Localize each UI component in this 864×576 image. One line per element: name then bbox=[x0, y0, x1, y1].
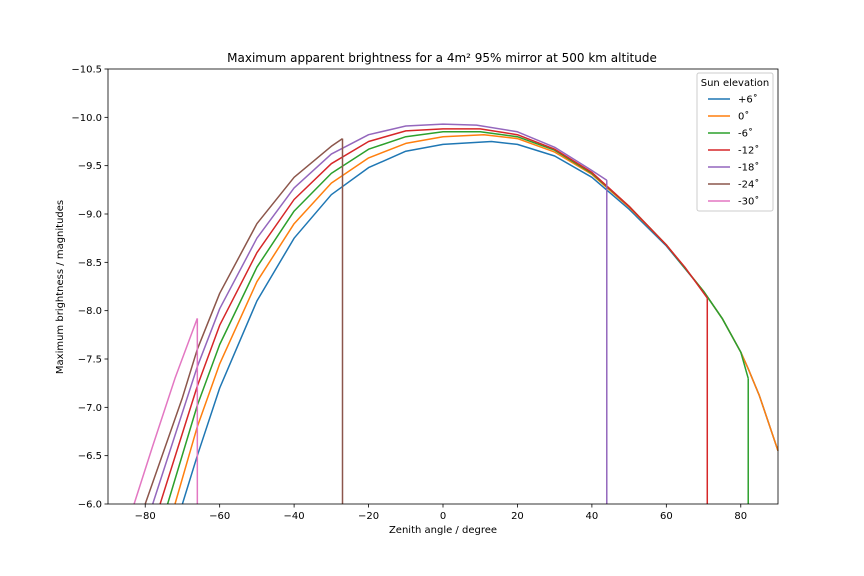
x-tick-label: 80 bbox=[734, 511, 747, 522]
x-tick-label: 20 bbox=[511, 511, 524, 522]
legend-title: Sun elevation bbox=[701, 78, 770, 89]
x-tick-label: 0 bbox=[440, 511, 446, 522]
x-tick-label: 60 bbox=[660, 511, 673, 522]
plot-frame bbox=[107, 68, 779, 505]
legend-box bbox=[696, 72, 774, 212]
series-line-1 bbox=[174, 133, 779, 505]
x-tick-label: −40 bbox=[284, 511, 305, 522]
legend: Sun elevation +6˚ 0˚ -6˚ -12˚ -18˚ -24˚ -30˚ bbox=[696, 72, 774, 212]
y-tick-label: −9.0 bbox=[78, 210, 102, 221]
y-tick-label: −7.5 bbox=[78, 355, 102, 366]
y-tick-label: −6.0 bbox=[78, 500, 102, 511]
x-tick-label: −80 bbox=[135, 511, 156, 522]
x-tick-label: −60 bbox=[209, 511, 230, 522]
legend-label-0: +6˚ bbox=[738, 94, 758, 106]
y-tick-label: −8.5 bbox=[78, 258, 102, 269]
chart-title: Maximum apparent brightness for a 4m² 95… bbox=[227, 51, 657, 65]
legend-label-1: 0˚ bbox=[738, 111, 749, 123]
x-tick-label: −20 bbox=[358, 511, 379, 522]
y-tick-label: −6.5 bbox=[78, 451, 102, 462]
x-axis: −80 −60 −40 −20 0 20 40 60 80 bbox=[135, 504, 747, 522]
plot-lines bbox=[133, 123, 779, 505]
cutoff-lines bbox=[196, 138, 749, 504]
y-axis-label: Maximum brightness / magnitudes bbox=[55, 200, 66, 374]
legend-label-4: -18˚ bbox=[738, 162, 759, 174]
y-tick-label: −10.0 bbox=[71, 113, 102, 124]
series-line-6 bbox=[133, 318, 199, 505]
series-line-0 bbox=[181, 140, 779, 505]
x-axis-label: Zenith angle / degree bbox=[389, 525, 497, 536]
series-line-3 bbox=[159, 128, 708, 505]
series-line-5 bbox=[144, 137, 343, 505]
y-tick-label: −8.0 bbox=[78, 306, 102, 317]
x-tick-label: 40 bbox=[586, 511, 599, 522]
y-tick-label: −7.0 bbox=[78, 403, 102, 414]
legend-label-3: -12˚ bbox=[738, 145, 759, 157]
legend-label-2: -6˚ bbox=[738, 128, 753, 140]
y-tick-label: −9.5 bbox=[78, 161, 102, 172]
y-axis: −6.0 −6.5 −7.0 −7.5 −8.0 −8.5 −9.0 −9.5 −10.0 −10… bbox=[71, 65, 108, 511]
series-line-4 bbox=[151, 123, 608, 505]
legend-entries: +6˚ 0˚ -6˚ -12˚ -18˚ -24˚ -30˚ bbox=[708, 94, 759, 208]
legend-label-6: -30˚ bbox=[738, 196, 759, 208]
series-line-2 bbox=[166, 131, 749, 505]
y-tick-label: −10.5 bbox=[71, 65, 102, 76]
legend-label-5: -24˚ bbox=[738, 179, 759, 191]
